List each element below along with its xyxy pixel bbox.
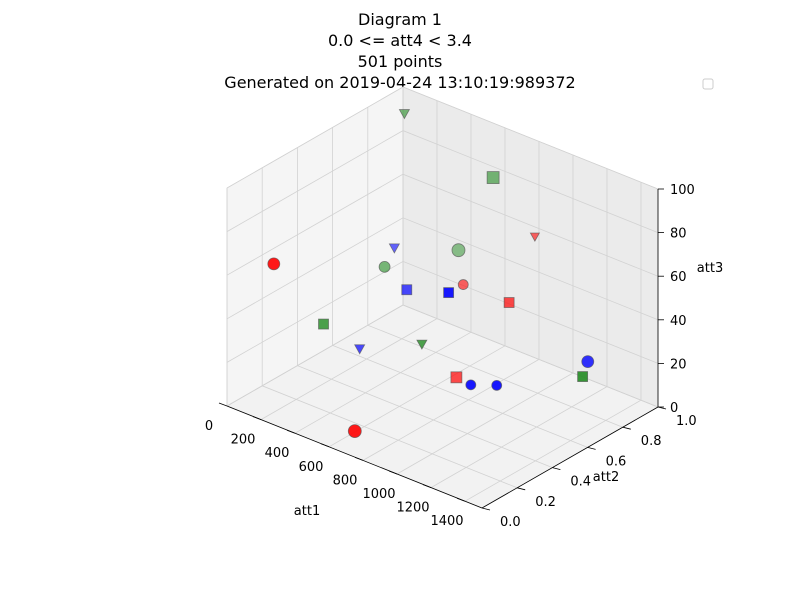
- x-tick-label: 600: [299, 460, 324, 475]
- x-tick-label: 800: [333, 473, 358, 488]
- y-tick-label: 0.6: [606, 454, 627, 469]
- grid-line-z: [226, 304, 659, 408]
- x-tick-mark: [286, 429, 296, 434]
- x-tick-label: 0: [205, 419, 213, 434]
- axis-panes: [226, 86, 659, 509]
- data-point: [581, 355, 595, 369]
- z-tick-label: 80: [670, 227, 687, 242]
- data-point: [347, 424, 362, 439]
- chart-title-line-1: Diagram 1: [358, 10, 442, 29]
- x-tick-mark: [456, 497, 466, 502]
- y-tick-mark: [587, 447, 596, 450]
- data-point: [416, 339, 428, 350]
- grid-line-z: [226, 173, 659, 277]
- data-point: [503, 297, 515, 308]
- y-tick-mark: [552, 467, 561, 470]
- data-point: [354, 344, 366, 355]
- y-tick-label: 0.2: [535, 495, 556, 510]
- y-tick-label: 0.8: [641, 434, 662, 449]
- data-point: [401, 284, 413, 296]
- x-tick-mark: [218, 402, 228, 407]
- z-tick-label: 0: [670, 401, 678, 416]
- z-tick-label: 60: [670, 270, 687, 285]
- y-axis-line: [481, 406, 659, 509]
- x-tick-label: 1200: [396, 501, 429, 516]
- y-tick-label: 0.0: [500, 515, 521, 530]
- x-tick-mark: [422, 484, 432, 488]
- grid-line-z: [226, 260, 659, 364]
- y-tick-mark: [481, 507, 491, 511]
- grid-line-z: [226, 86, 659, 190]
- data-point: [388, 243, 401, 254]
- z-axis-label: att3: [697, 261, 723, 276]
- axis-lines: [226, 189, 659, 509]
- grid-line-z: [226, 130, 659, 233]
- data-point: [451, 243, 466, 258]
- chart-title-line-4: Generated on 2019-04-24 13:10:19:989372: [224, 73, 576, 92]
- x-tick-label: 1000: [362, 487, 395, 502]
- x-tick-mark: [388, 470, 398, 475]
- y-axis-label: att2: [593, 470, 619, 485]
- legend-box: [702, 78, 714, 90]
- y-tick-mark: [517, 487, 526, 491]
- x-tick-label: 400: [265, 446, 290, 461]
- data-point: [443, 287, 455, 299]
- x-tick-mark: [320, 443, 330, 448]
- y-tick-label: 0.4: [570, 475, 591, 490]
- data-point: [491, 379, 503, 391]
- data-points: [267, 109, 595, 439]
- chart-title-line-2: 0.0 <= att4 < 3.4: [328, 31, 472, 50]
- chart-title-line-3: 501 points: [357, 52, 443, 71]
- data-point: [450, 371, 463, 384]
- data-point: [465, 379, 477, 391]
- z-tick-label: 40: [670, 314, 687, 329]
- data-point: [577, 371, 589, 382]
- grid-lines: [226, 86, 659, 509]
- x-tick-mark: [354, 457, 364, 461]
- z-tick-label: 20: [670, 357, 687, 372]
- y-tick-label: 1.0: [676, 414, 697, 429]
- grid-line-z: [226, 217, 659, 321]
- x-axis-line: [226, 405, 483, 509]
- data-point: [267, 257, 281, 271]
- x-tick-mark: [252, 416, 262, 420]
- y-tick-mark: [622, 426, 631, 430]
- data-point: [378, 260, 391, 273]
- data-point: [486, 171, 500, 184]
- data-point: [318, 318, 329, 330]
- x-axis-label: att1: [294, 504, 320, 519]
- x-tick-label: 200: [231, 433, 256, 448]
- z-tick-label: 100: [670, 183, 695, 198]
- x-tick-label: 1400: [430, 514, 463, 529]
- data-point: [529, 232, 541, 242]
- data-point: [398, 109, 411, 120]
- data-point: [457, 279, 469, 290]
